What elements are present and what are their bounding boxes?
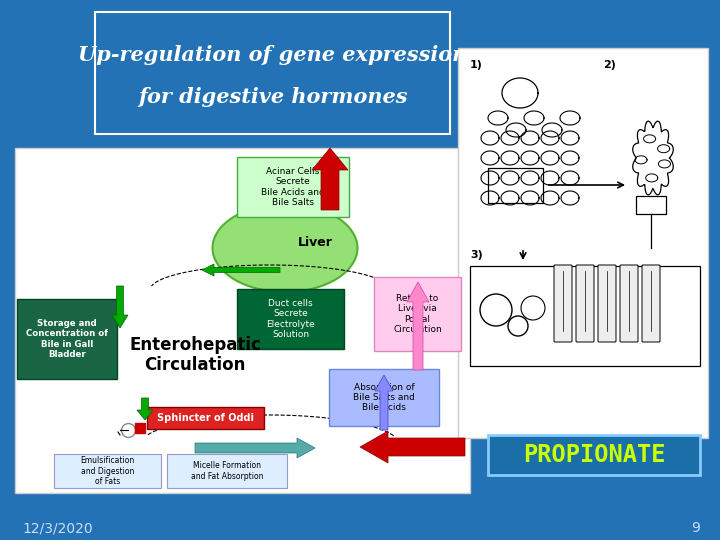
Text: Sphincter of Oddi: Sphincter of Oddi [157,413,254,423]
Text: Acinar Cells
Secrete
Bile Acids and
Bile Salts: Acinar Cells Secrete Bile Acids and Bile… [261,167,325,207]
Text: 3): 3) [470,250,482,260]
Text: 1): 1) [470,60,483,70]
FancyArrow shape [312,148,348,210]
FancyBboxPatch shape [374,277,461,351]
FancyArrow shape [375,375,393,430]
FancyBboxPatch shape [642,265,660,342]
Text: Enterohepatic
Circulation: Enterohepatic Circulation [129,335,261,374]
FancyBboxPatch shape [576,265,594,342]
FancyArrow shape [195,438,315,458]
FancyArrow shape [112,286,128,328]
Text: 12/3/2020: 12/3/2020 [22,521,93,535]
FancyBboxPatch shape [237,289,344,349]
FancyBboxPatch shape [554,265,572,342]
FancyArrow shape [137,398,153,420]
Text: Absorption of
Bile Salts and
Bile Acids: Absorption of Bile Salts and Bile Acids [353,383,415,413]
FancyBboxPatch shape [54,454,161,488]
FancyArrow shape [407,282,429,370]
FancyArrow shape [202,264,280,276]
Text: Up-regulation of gene expression: Up-regulation of gene expression [78,45,467,65]
FancyBboxPatch shape [17,299,117,379]
Text: 9: 9 [691,521,700,535]
Text: Emulsification
and Digestion
of Fats: Emulsification and Digestion of Fats [81,456,135,486]
FancyBboxPatch shape [458,48,708,438]
Text: Liver: Liver [297,237,333,249]
FancyBboxPatch shape [147,407,264,429]
FancyBboxPatch shape [620,265,638,342]
Text: Storage and
Concentration of
Bile in Gall
Bladder: Storage and Concentration of Bile in Gal… [26,319,108,359]
FancyBboxPatch shape [329,369,439,426]
FancyBboxPatch shape [237,157,349,217]
Text: Duct cells
Secrete
Electrolyte
Solution: Duct cells Secrete Electrolyte Solution [266,299,315,339]
FancyBboxPatch shape [95,12,450,134]
FancyBboxPatch shape [488,435,700,475]
Ellipse shape [212,204,358,292]
FancyBboxPatch shape [598,265,616,342]
FancyBboxPatch shape [470,266,700,366]
Text: for digestive hormones: for digestive hormones [138,87,408,107]
FancyBboxPatch shape [15,148,470,493]
FancyArrow shape [360,431,465,463]
Text: Return to
Liver via
Portal
Circulation: Return to Liver via Portal Circulation [393,294,442,334]
FancyBboxPatch shape [167,454,287,488]
Text: Micelle Formation
and Fat Absorption: Micelle Formation and Fat Absorption [191,461,264,481]
Text: 2): 2) [603,60,616,70]
Text: PROPIONATE: PROPIONATE [523,443,665,467]
